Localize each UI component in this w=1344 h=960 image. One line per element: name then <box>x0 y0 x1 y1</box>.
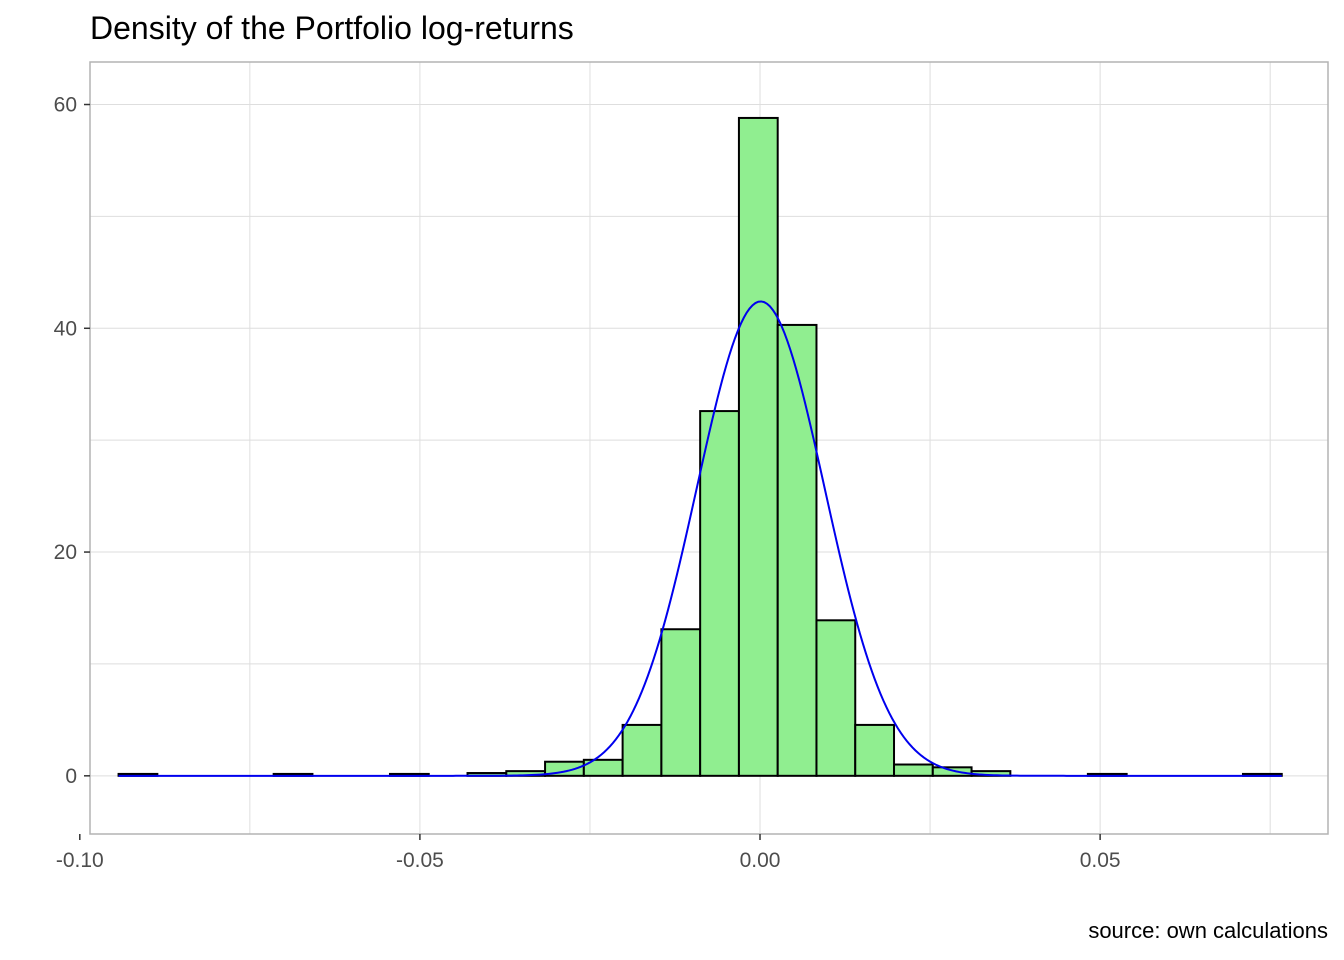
histogram-bar <box>660 628 702 777</box>
histogram-bars <box>117 116 1283 777</box>
histogram-bar <box>776 323 818 777</box>
chart-caption: source: own calculations <box>1088 918 1328 943</box>
x-tick-label: 0.00 <box>740 849 781 872</box>
chart-title: Density of the Portfolio log-returns <box>90 10 574 46</box>
x-tick-label: -0.05 <box>396 849 444 872</box>
histogram-bar <box>854 723 896 777</box>
x-axis: -0.10 -0.05 0.00 0.05 <box>56 834 1121 872</box>
y-tick-label: 20 <box>54 541 77 564</box>
y-tick-label: 0 <box>65 765 77 788</box>
histogram-bar <box>621 723 663 777</box>
histogram-bar <box>699 410 740 777</box>
y-tick-label: 60 <box>54 94 77 117</box>
x-tick-label: 0.05 <box>1080 849 1121 872</box>
histogram-bar <box>737 116 779 777</box>
x-tick-label: -0.10 <box>56 849 104 872</box>
y-axis: 0 20 40 60 <box>54 94 90 788</box>
histogram-bar <box>893 763 934 777</box>
y-tick-label: 40 <box>54 317 77 340</box>
histogram-bar <box>815 619 857 777</box>
panel-border <box>89 61 1329 835</box>
histogram-bar <box>931 766 973 777</box>
density-curve <box>118 300 1282 777</box>
density-curve-layer <box>118 300 1282 777</box>
